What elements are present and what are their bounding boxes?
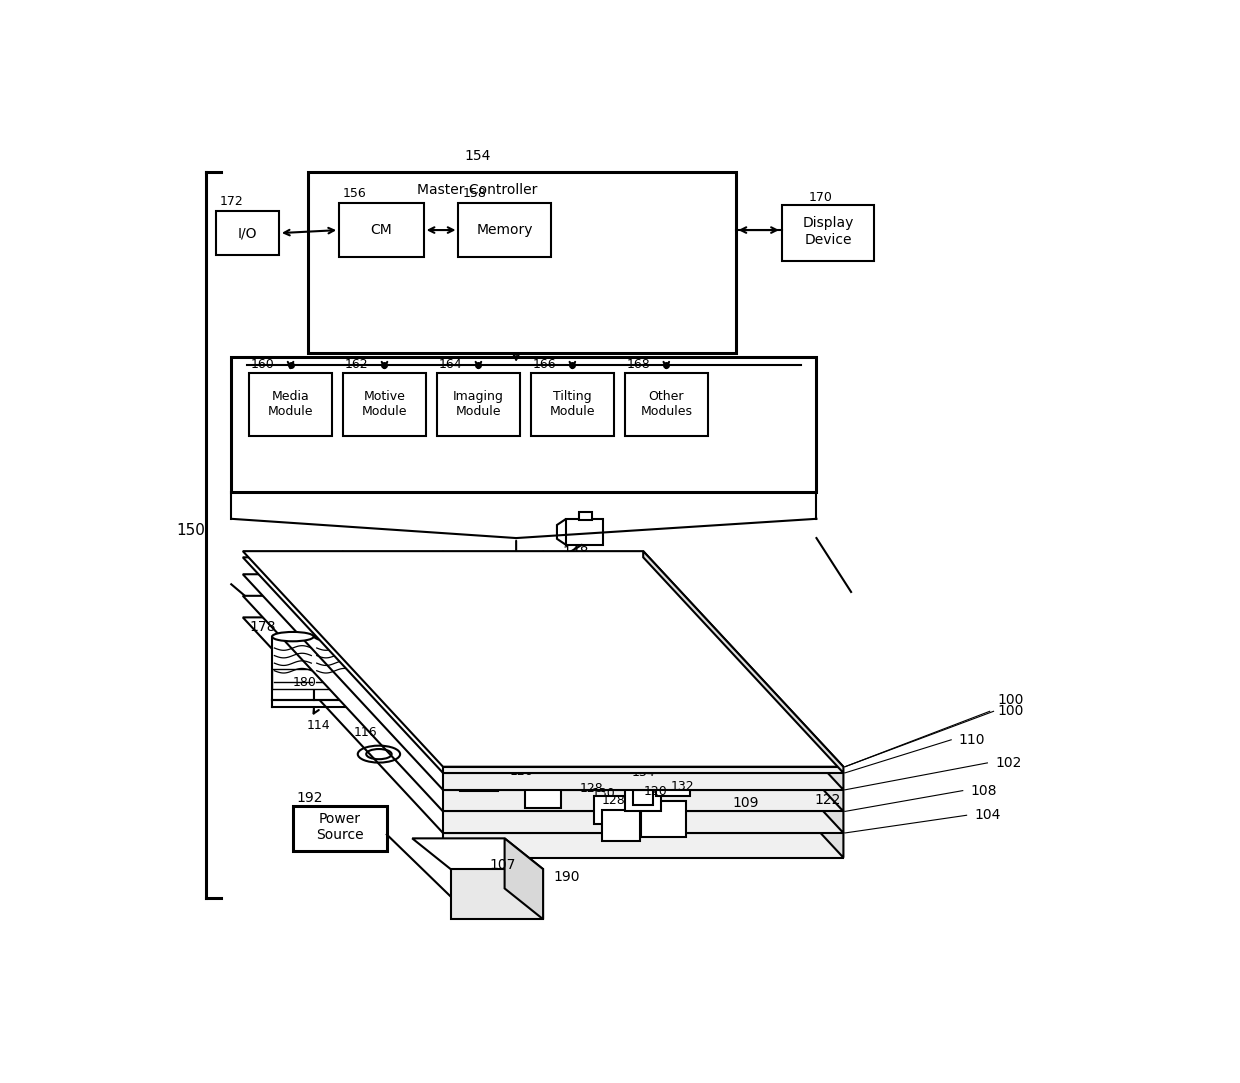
Text: 104: 104 — [975, 808, 1001, 822]
Text: 148: 148 — [562, 545, 589, 559]
Polygon shape — [443, 767, 843, 773]
Ellipse shape — [315, 632, 356, 641]
Polygon shape — [644, 551, 843, 773]
Bar — [231, 357, 816, 492]
Text: Motive
Module: Motive Module — [362, 390, 407, 418]
Text: 122: 122 — [815, 793, 841, 807]
Text: 110: 110 — [959, 733, 986, 747]
Bar — [315, 637, 356, 700]
Text: 164: 164 — [439, 358, 463, 371]
Text: 120: 120 — [644, 785, 667, 798]
Text: I/O: I/O — [238, 226, 257, 240]
Polygon shape — [412, 838, 543, 870]
Text: 107: 107 — [489, 859, 516, 872]
Text: 150: 150 — [176, 523, 205, 538]
Text: 166: 166 — [532, 358, 556, 371]
Text: 128: 128 — [601, 794, 625, 807]
Text: CM: CM — [371, 223, 392, 237]
Polygon shape — [557, 519, 567, 545]
Polygon shape — [243, 551, 843, 767]
Polygon shape — [526, 779, 560, 808]
Bar — [781, 206, 874, 261]
Text: Display
Device: Display Device — [802, 217, 853, 247]
Polygon shape — [625, 783, 661, 811]
Polygon shape — [594, 796, 629, 824]
Text: Other
Modules: Other Modules — [640, 390, 692, 418]
Bar — [531, 373, 614, 435]
Text: 130: 130 — [591, 787, 615, 800]
Text: Memory: Memory — [476, 223, 533, 237]
Text: 158: 158 — [463, 187, 486, 200]
Bar — [249, 373, 332, 435]
Bar — [343, 373, 427, 435]
Bar — [309, 172, 735, 353]
Text: 114: 114 — [306, 719, 330, 732]
Text: 154: 154 — [465, 149, 491, 164]
Text: 192: 192 — [296, 792, 324, 806]
Bar — [216, 211, 279, 256]
Polygon shape — [450, 870, 543, 919]
Text: 126: 126 — [510, 765, 533, 778]
Polygon shape — [644, 617, 843, 858]
Polygon shape — [505, 838, 543, 919]
Text: 170: 170 — [808, 192, 832, 205]
Text: 134: 134 — [631, 766, 655, 779]
Bar — [272, 669, 340, 689]
Polygon shape — [443, 833, 843, 858]
Bar — [293, 806, 387, 850]
Polygon shape — [243, 574, 843, 790]
Polygon shape — [460, 760, 498, 791]
Text: 178: 178 — [249, 621, 275, 635]
Text: 172: 172 — [219, 195, 243, 208]
Polygon shape — [443, 811, 843, 833]
Text: Imaging
Module: Imaging Module — [453, 390, 503, 418]
Text: 128: 128 — [579, 782, 603, 795]
Bar — [459, 204, 551, 257]
Polygon shape — [243, 596, 843, 811]
Text: 190: 190 — [553, 870, 579, 884]
Text: 180: 180 — [293, 676, 316, 689]
Text: 162: 162 — [345, 358, 368, 371]
Bar — [625, 373, 708, 435]
Bar — [567, 519, 603, 545]
Polygon shape — [644, 574, 843, 811]
Text: 132: 132 — [671, 780, 694, 793]
Text: 124: 124 — [444, 747, 467, 760]
Text: 108: 108 — [971, 784, 997, 797]
Text: Power
Source: Power Source — [316, 812, 363, 841]
Text: 100: 100 — [997, 704, 1024, 718]
Bar — [436, 373, 520, 435]
Text: 109: 109 — [732, 796, 759, 810]
Polygon shape — [644, 596, 843, 833]
Bar — [272, 637, 314, 700]
Text: 106: 106 — [572, 747, 595, 760]
Text: 160: 160 — [250, 358, 274, 371]
Polygon shape — [601, 810, 640, 840]
Text: 168: 168 — [626, 358, 650, 371]
Bar — [339, 204, 424, 257]
Bar — [579, 512, 593, 520]
Polygon shape — [243, 558, 843, 773]
Polygon shape — [634, 790, 653, 805]
Text: Media
Module: Media Module — [268, 390, 314, 418]
Polygon shape — [644, 558, 843, 790]
Polygon shape — [243, 617, 843, 833]
Polygon shape — [443, 773, 843, 790]
Text: 156: 156 — [343, 187, 367, 200]
Ellipse shape — [272, 632, 314, 641]
Text: Master Controller: Master Controller — [418, 183, 538, 197]
Polygon shape — [656, 768, 691, 796]
Polygon shape — [443, 790, 843, 811]
Text: 100: 100 — [997, 693, 1024, 707]
Text: 102: 102 — [994, 756, 1022, 770]
Polygon shape — [641, 801, 686, 836]
Text: Tilting
Module: Tilting Module — [549, 390, 595, 418]
Text: 116: 116 — [353, 726, 377, 739]
